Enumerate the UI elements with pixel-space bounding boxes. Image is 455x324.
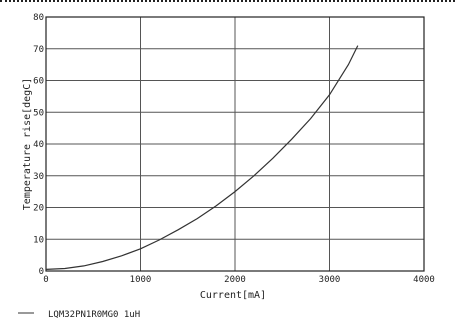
y-tick-label: 80	[33, 13, 44, 23]
y-tick-label: 40	[33, 140, 44, 150]
y-tick-label: 50	[33, 108, 44, 118]
x-tick-label: 3000	[319, 275, 341, 285]
series-layer	[45, 45, 359, 270]
x-tick-label: 0	[43, 275, 48, 285]
legend: LQM32PN1R0MG0 1uH	[18, 310, 140, 320]
series-line	[45, 45, 359, 270]
grid-layer	[46, 17, 424, 271]
legend-series-label: LQM32PN1R0MG0 1uH	[48, 310, 140, 320]
y-tick-label: 30	[33, 172, 44, 182]
tick-label-layer: 0 1000 2000 3000 4000 0 10 20 30 40 50 60 70 80	[33, 13, 435, 285]
y-axis-label: Temperature rise[degC]	[22, 78, 33, 210]
x-axis-label: Current[mA]	[200, 290, 266, 301]
y-tick-label: 10	[33, 235, 44, 245]
dotted-top-border	[0, 0, 455, 2]
y-tick-label: 60	[33, 77, 44, 87]
y-tick-label: 20	[33, 204, 44, 214]
y-tick-label: 70	[33, 45, 44, 55]
y-tick-label: 0	[39, 267, 44, 277]
axis-layer	[45, 16, 425, 272]
x-tick-label: 2000	[224, 275, 246, 285]
plot-frame	[45, 16, 425, 272]
x-tick-label: 4000	[413, 275, 435, 285]
x-tick-label: 1000	[130, 275, 152, 285]
